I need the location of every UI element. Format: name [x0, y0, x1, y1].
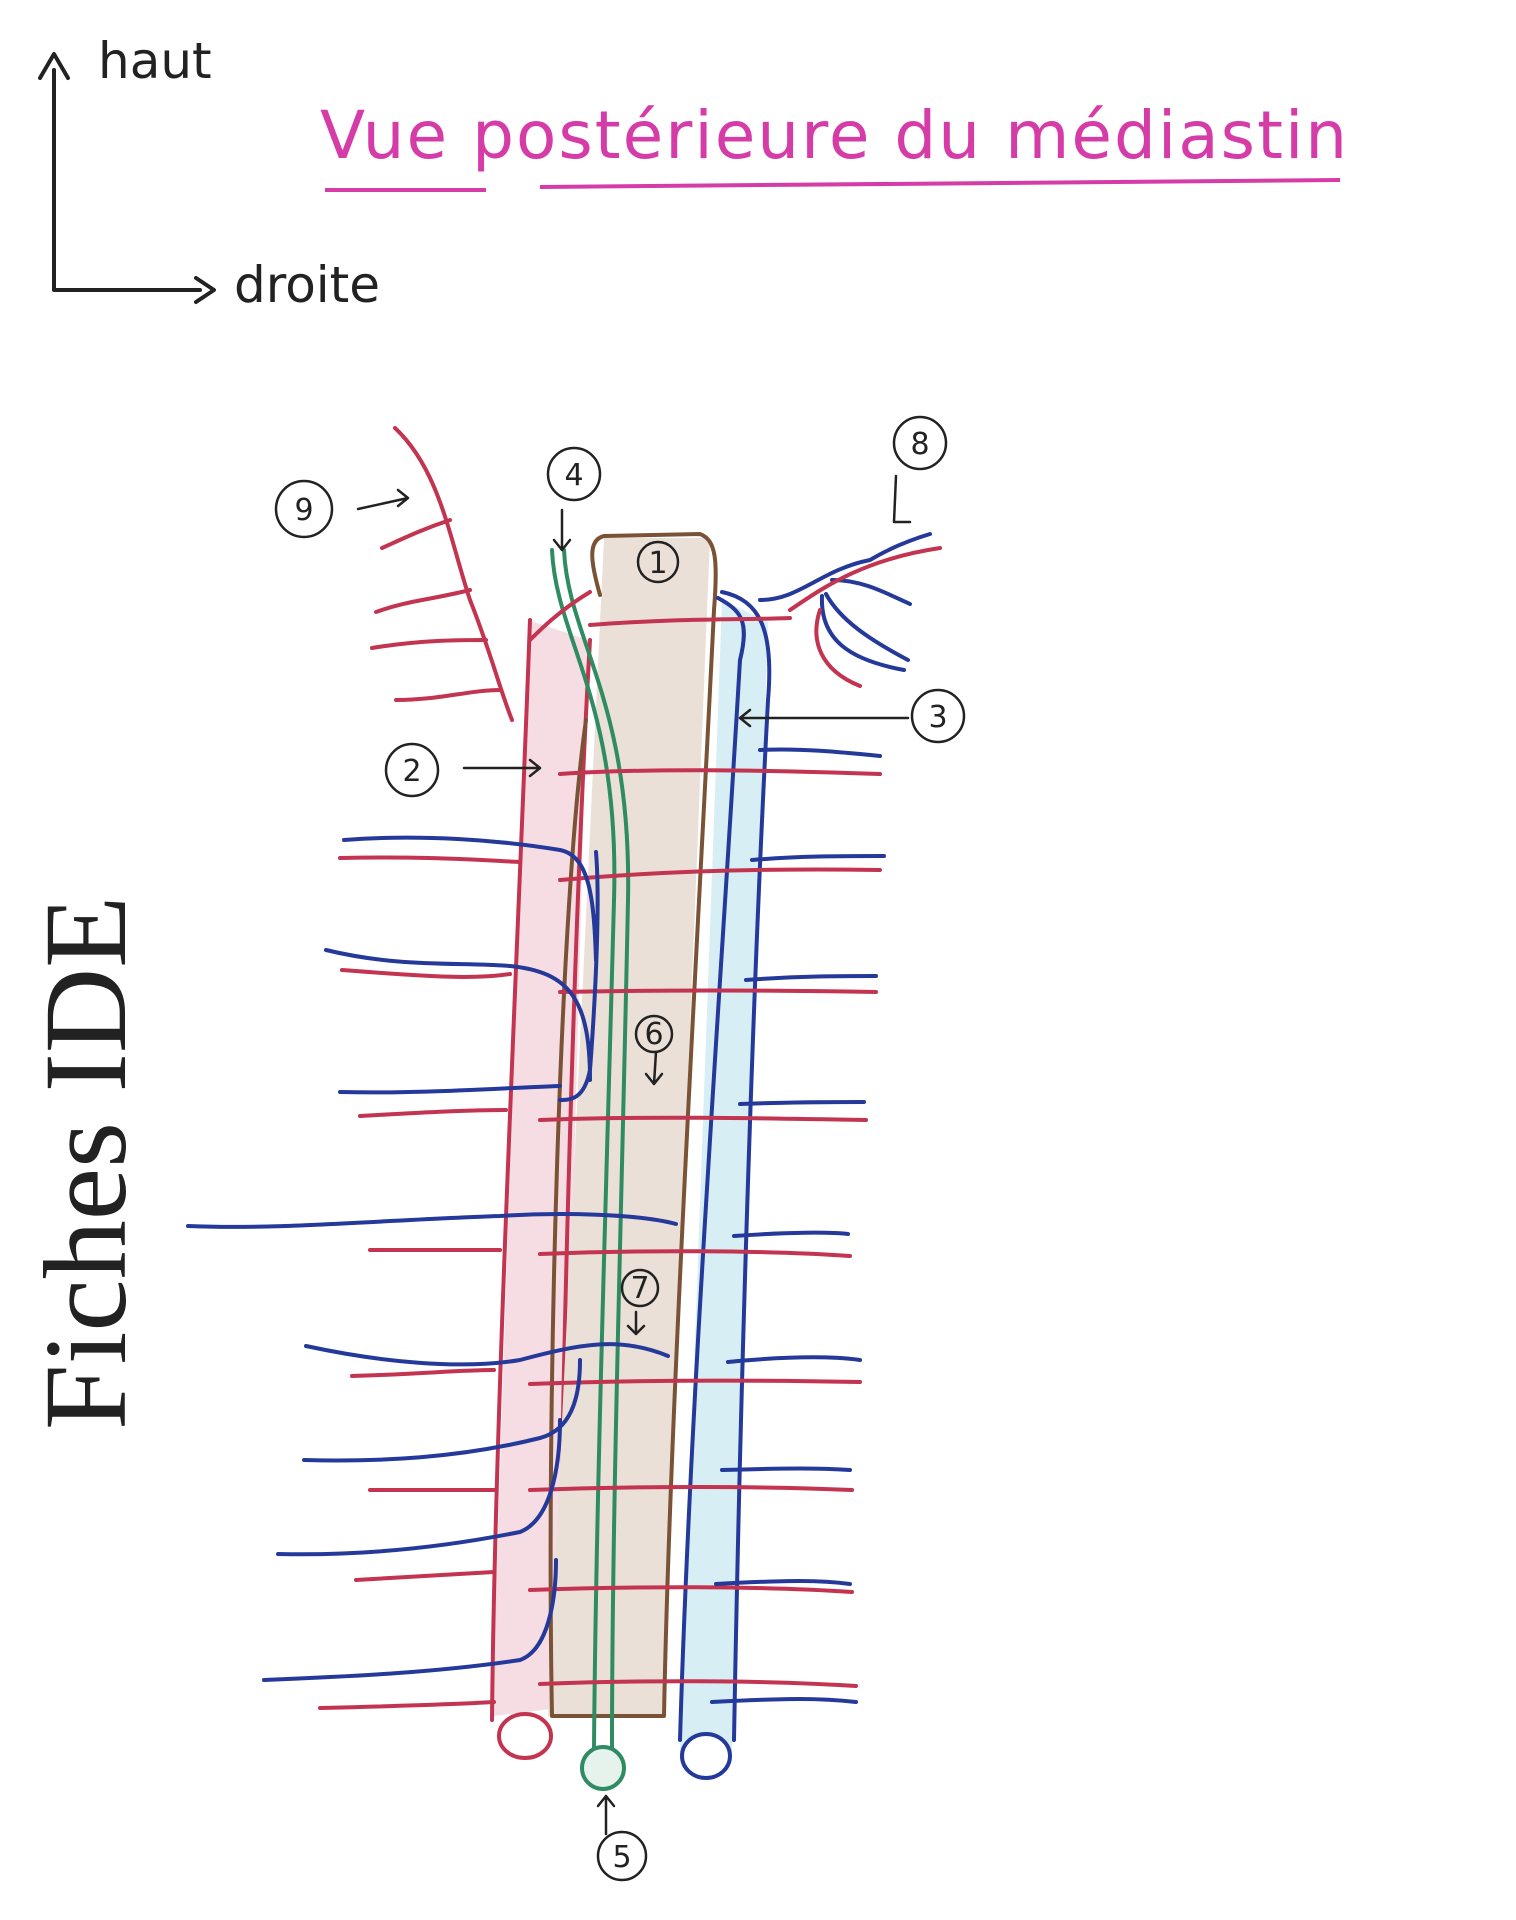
up-label: haut — [98, 32, 212, 90]
artery-branch-1 — [380, 518, 452, 550]
intercostal-vein — [302, 1358, 582, 1463]
right-arrow-icon — [194, 276, 216, 304]
svg-text:6: 6 — [644, 1017, 663, 1052]
arrow-label-7 — [626, 1310, 646, 1336]
hemiazygos-vein — [558, 850, 600, 1102]
label-6: 6 — [634, 1014, 674, 1054]
vein-branch-top-3 — [824, 592, 910, 662]
arrow-label-5 — [596, 1794, 616, 1836]
arrow-label-6 — [644, 1050, 664, 1086]
intercostal-artery — [350, 1368, 496, 1378]
intercostal-vein — [710, 1697, 858, 1704]
intercostal-artery — [538, 1679, 858, 1688]
svg-text:4: 4 — [564, 458, 583, 493]
right-label: droite — [234, 256, 380, 314]
intercostal-vein — [304, 1342, 670, 1367]
intercostal-vein — [342, 835, 598, 962]
intercostal-vein — [276, 1418, 562, 1557]
arrow-label-9 — [356, 488, 410, 511]
thoracic-duct-left — [550, 548, 617, 1750]
intercostal-artery — [340, 968, 512, 979]
page-title: Vue postérieure du médiastin — [320, 97, 1349, 174]
azygos-section — [680, 1732, 732, 1780]
arrow-label-2 — [462, 758, 542, 778]
vein-branch-top-4 — [819, 594, 906, 672]
artery-branch-4 — [394, 688, 502, 702]
esophagus-outline — [548, 532, 718, 1718]
aorta-left-wall — [490, 618, 532, 1722]
intercostal-vein — [744, 974, 878, 982]
intercostal-artery — [538, 1115, 868, 1122]
thoracic-duct-section — [580, 1745, 626, 1791]
svg-text:5: 5 — [612, 1840, 631, 1875]
intercostal-vein — [714, 1579, 852, 1586]
title-underline-2 — [539, 178, 1341, 189]
intercostal-vein — [324, 948, 592, 1082]
intercostal-artery — [358, 1108, 508, 1118]
intercostal-vein — [726, 1355, 862, 1364]
up-axis-line — [52, 68, 202, 292]
azygos-fill — [680, 600, 768, 1752]
svg-text:7: 7 — [630, 1271, 649, 1306]
arrow-label-8 — [892, 474, 912, 524]
watermark: Fiches IDE — [20, 896, 151, 1430]
svg-text:3: 3 — [928, 700, 947, 735]
orientation-axes — [38, 52, 216, 304]
intercostal-artery — [558, 768, 882, 776]
intercostal-artery — [558, 988, 878, 994]
label-9: 9 — [274, 479, 334, 539]
up-arrow-icon — [38, 52, 70, 80]
svg-text:8: 8 — [910, 427, 929, 462]
intercostal-artery — [588, 616, 792, 627]
label-5: 5 — [596, 1830, 648, 1882]
label-3: 3 — [910, 688, 966, 744]
label-2: 2 — [384, 742, 440, 798]
number-labels: 1 2 3 4 5 6 7 — [274, 415, 966, 1882]
svg-text:9: 9 — [294, 493, 313, 528]
thoracic-duct-right — [562, 548, 631, 1750]
artery-branch-top-right-2 — [814, 608, 862, 688]
intercostal-vein — [262, 1558, 558, 1682]
intercostal-vein — [732, 1230, 850, 1238]
intercostal-artery — [528, 1485, 854, 1492]
artery-branch-3 — [370, 638, 488, 650]
artery-branch-trunk — [393, 426, 514, 722]
intercostal-vein — [750, 854, 886, 862]
leader-arrows — [356, 474, 912, 1836]
intercostal-artery — [528, 1378, 862, 1386]
vein-branch-top-1 — [758, 532, 932, 602]
intercostal-vein — [738, 1100, 866, 1106]
artery-branch-2 — [374, 588, 472, 614]
intercostal-veins — [186, 747, 886, 1704]
label-7: 7 — [620, 1268, 660, 1308]
label-4: 4 — [546, 446, 602, 502]
intercostal-artery — [528, 1585, 854, 1594]
vein-branch-top-2 — [830, 578, 912, 606]
artery-branch-5 — [528, 590, 592, 642]
label-8: 8 — [892, 415, 948, 471]
arrow-label-3 — [738, 708, 910, 728]
arrow-label-4 — [552, 508, 572, 552]
diagram-body: 1 2 3 4 5 6 7 — [186, 415, 966, 1882]
intercostal-vein — [758, 747, 882, 758]
svg-text:1: 1 — [648, 546, 667, 581]
intercostal-vein — [720, 1466, 852, 1472]
intercostal-artery — [354, 1570, 496, 1582]
aorta-section — [497, 1712, 553, 1760]
esophagus-fill — [548, 538, 710, 1716]
label-1: 1 — [636, 540, 680, 584]
intercostal-artery — [338, 855, 522, 864]
intercostal-arteries — [318, 616, 882, 1710]
azygos-left-wall — [678, 596, 746, 1742]
intercostal-artery — [318, 1700, 496, 1710]
intercostal-artery — [538, 1249, 852, 1258]
artery-branch-top-right — [788, 546, 942, 612]
intercostal-vein — [338, 1084, 562, 1095]
intercostal-vein — [186, 1212, 678, 1229]
svg-text:2: 2 — [402, 754, 421, 789]
